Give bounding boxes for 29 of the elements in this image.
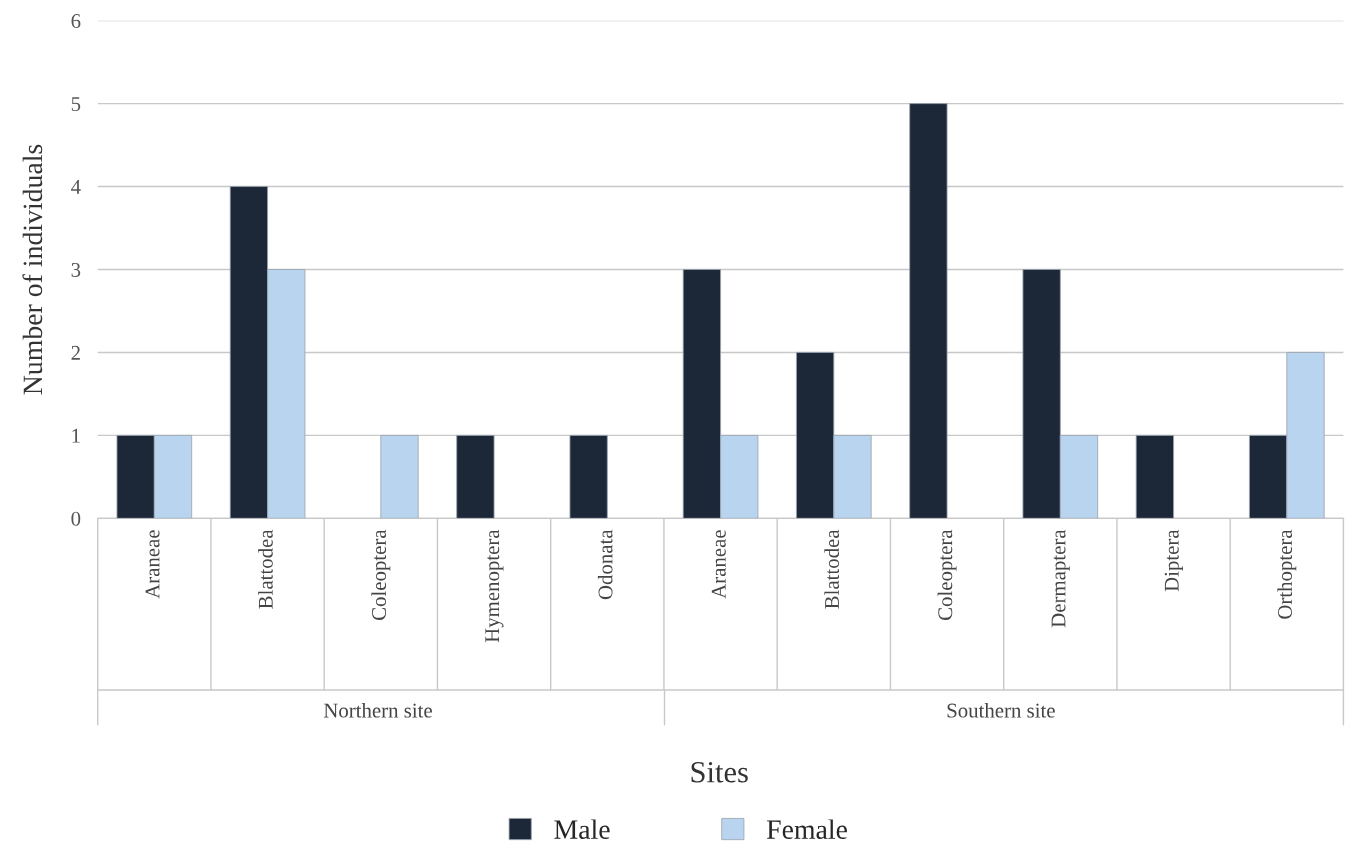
y-tick-label: 6 (71, 14, 81, 29)
text: Northern site (323, 702, 432, 718)
bar (380, 434, 419, 519)
x-tick-label: Odonata (597, 529, 613, 600)
x-tick-label: Dermaptera (1051, 529, 1070, 628)
text: Southern site (947, 702, 1055, 718)
x-tick-label: Araneae (711, 530, 726, 599)
bar (1135, 434, 1174, 519)
x-tick-label: Blattodea (824, 529, 840, 609)
legend-label: Male (554, 819, 610, 839)
bar (569, 434, 608, 519)
legend-label: Female (766, 819, 847, 839)
y-tick-label: 5 (71, 97, 81, 112)
y-tick-label: 2 (71, 345, 80, 360)
x-tick-label: Araneae (145, 530, 160, 599)
y-tick-label: 0 (71, 511, 81, 526)
y-axis-title: Number of individuals (22, 144, 43, 395)
bar (456, 434, 495, 519)
x-tick-label: Orthoptera (1277, 529, 1297, 619)
x-tick-label: Coleoptera (937, 529, 957, 620)
y-tick-label: 3 (71, 262, 81, 277)
y-tick-label: 4 (71, 180, 81, 194)
y-tick-label: 1 (72, 428, 80, 443)
x-tick-label: Coleoptera (371, 529, 391, 620)
bar (909, 103, 948, 519)
x-axis-title: Sites (691, 762, 748, 783)
x-tick-label: Hymenoptera (485, 529, 504, 643)
x-tick-label: Blattodea (258, 529, 273, 609)
x-tick-label: Diptera (1164, 529, 1183, 592)
